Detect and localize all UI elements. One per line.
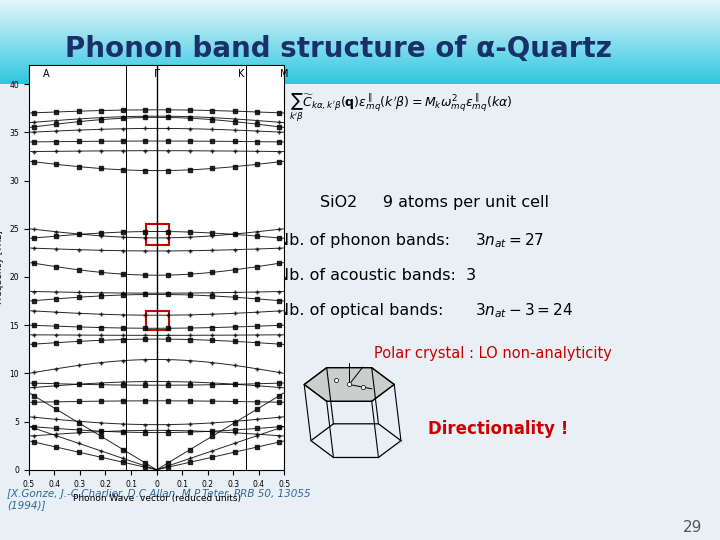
Bar — [0, 71, 720, 72]
Bar — [0, 12, 720, 14]
X-axis label: Phonon Wave  vector (reduced units): Phonon Wave vector (reduced units) — [73, 494, 240, 503]
Bar — [0, 61, 720, 62]
Bar — [0, 29, 720, 30]
Bar — [0, 56, 720, 57]
Bar — [0, 79, 720, 80]
Text: Γ: Γ — [153, 69, 160, 79]
Bar — [0, 2, 720, 3]
Bar — [0, 62, 720, 63]
Bar — [0, 25, 720, 26]
Bar — [0, 37, 720, 38]
Bar — [0, 68, 720, 69]
Text: 29: 29 — [683, 519, 702, 535]
Bar — [0, 83, 720, 84]
Bar — [0, 21, 720, 22]
Bar — [0, 5, 720, 6]
Bar — [0, 33, 720, 35]
Bar — [0, 73, 720, 75]
Bar — [0, 64, 720, 65]
Bar — [0, 80, 720, 81]
Bar — [0, 65, 720, 66]
Bar — [0, 20, 720, 21]
Bar — [0, 72, 720, 73]
Text: Polar crystal : LO non-analyticity: Polar crystal : LO non-analyticity — [374, 346, 612, 361]
Bar — [0, 32, 720, 33]
Bar — [0, 70, 720, 71]
Bar — [0, 63, 720, 64]
Bar — [0, 75, 720, 76]
Bar — [0, 9, 720, 10]
Bar — [0, 69, 720, 70]
Text: A: A — [43, 69, 50, 79]
Text: [X.Gonze, J.-C.Charlier, D.C.Allan, M.P.Teter, PRB 50, 13055
(1994)]: [X.Gonze, J.-C.Charlier, D.C.Allan, M.P.… — [7, 489, 311, 510]
Text: K: K — [238, 69, 244, 79]
Bar — [0, 22, 720, 23]
Text: Phonon band structure of α-Quartz: Phonon band structure of α-Quartz — [65, 35, 612, 63]
Bar — [0, 40, 720, 41]
Bar — [0, 59, 720, 60]
Bar — [0, 77, 720, 78]
Bar — [0, 0, 720, 1]
Bar — [0, 43, 720, 44]
Bar — [0, 52, 720, 53]
Bar — [0, 30, 720, 31]
Text: Directionality !: Directionality ! — [428, 420, 569, 438]
Text: M: M — [280, 69, 289, 79]
Bar — [0, 36, 720, 37]
Bar — [0, 28, 720, 29]
Bar — [0, 24, 720, 25]
Bar — [0, 27, 720, 28]
Bar — [0, 8, 720, 9]
Bar — [0, 45, 720, 46]
Bar — [0, 66, 720, 67]
Text: Nb. of acoustic bands:  3: Nb. of acoustic bands: 3 — [277, 268, 477, 283]
Bar — [0, 55, 720, 56]
Bar — [0, 26, 720, 27]
Bar — [0, 44, 720, 45]
Text: $\sum_{k'\beta} \widetilde{C}_{k\alpha,k'\beta}(\mathbf{q})\varepsilon_{mq}^{\pa: $\sum_{k'\beta} \widetilde{C}_{k\alpha,k… — [289, 92, 513, 124]
Bar — [0, 53, 720, 55]
Bar — [0, 47, 720, 48]
Bar — [0, 38, 720, 39]
Bar — [0, 39, 720, 40]
Text: Nb. of phonon bands:: Nb. of phonon bands: — [277, 233, 461, 248]
Bar — [0, 1, 720, 2]
Bar — [0, 42, 720, 43]
Bar — [0, 81, 720, 82]
Bar — [0, 16, 720, 17]
Polygon shape — [304, 368, 395, 401]
Bar — [0, 49, 720, 50]
Bar — [0, 18, 720, 19]
Bar — [0, 6, 720, 8]
Bar — [146, 224, 169, 245]
Bar — [0, 23, 720, 24]
Bar — [0, 10, 720, 11]
Bar — [0, 50, 720, 51]
Bar — [0, 46, 720, 47]
Bar — [0, 76, 720, 77]
Text: Nb. of optical bands:: Nb. of optical bands: — [277, 303, 454, 318]
Text: $3n_{at} = 27$: $3n_{at} = 27$ — [475, 231, 544, 249]
Bar — [0, 17, 720, 18]
Bar — [0, 15, 720, 16]
Text: $3n_{at} - 3 = 24$: $3n_{at} - 3 = 24$ — [475, 301, 573, 320]
Bar — [146, 310, 169, 330]
Bar — [0, 60, 720, 61]
Y-axis label: Frequency [THz]: Frequency [THz] — [0, 231, 4, 304]
Bar — [0, 14, 720, 15]
Bar — [0, 35, 720, 36]
Bar — [0, 48, 720, 49]
Bar — [0, 3, 720, 4]
Bar — [0, 19, 720, 20]
Text: SiO2     9 atoms per unit cell: SiO2 9 atoms per unit cell — [320, 195, 549, 210]
Bar — [0, 31, 720, 32]
Bar — [0, 82, 720, 83]
Bar — [0, 78, 720, 79]
Bar — [0, 51, 720, 52]
Bar — [0, 41, 720, 42]
Bar — [0, 11, 720, 12]
Bar — [0, 4, 720, 5]
Bar — [0, 67, 720, 68]
Bar — [0, 57, 720, 58]
